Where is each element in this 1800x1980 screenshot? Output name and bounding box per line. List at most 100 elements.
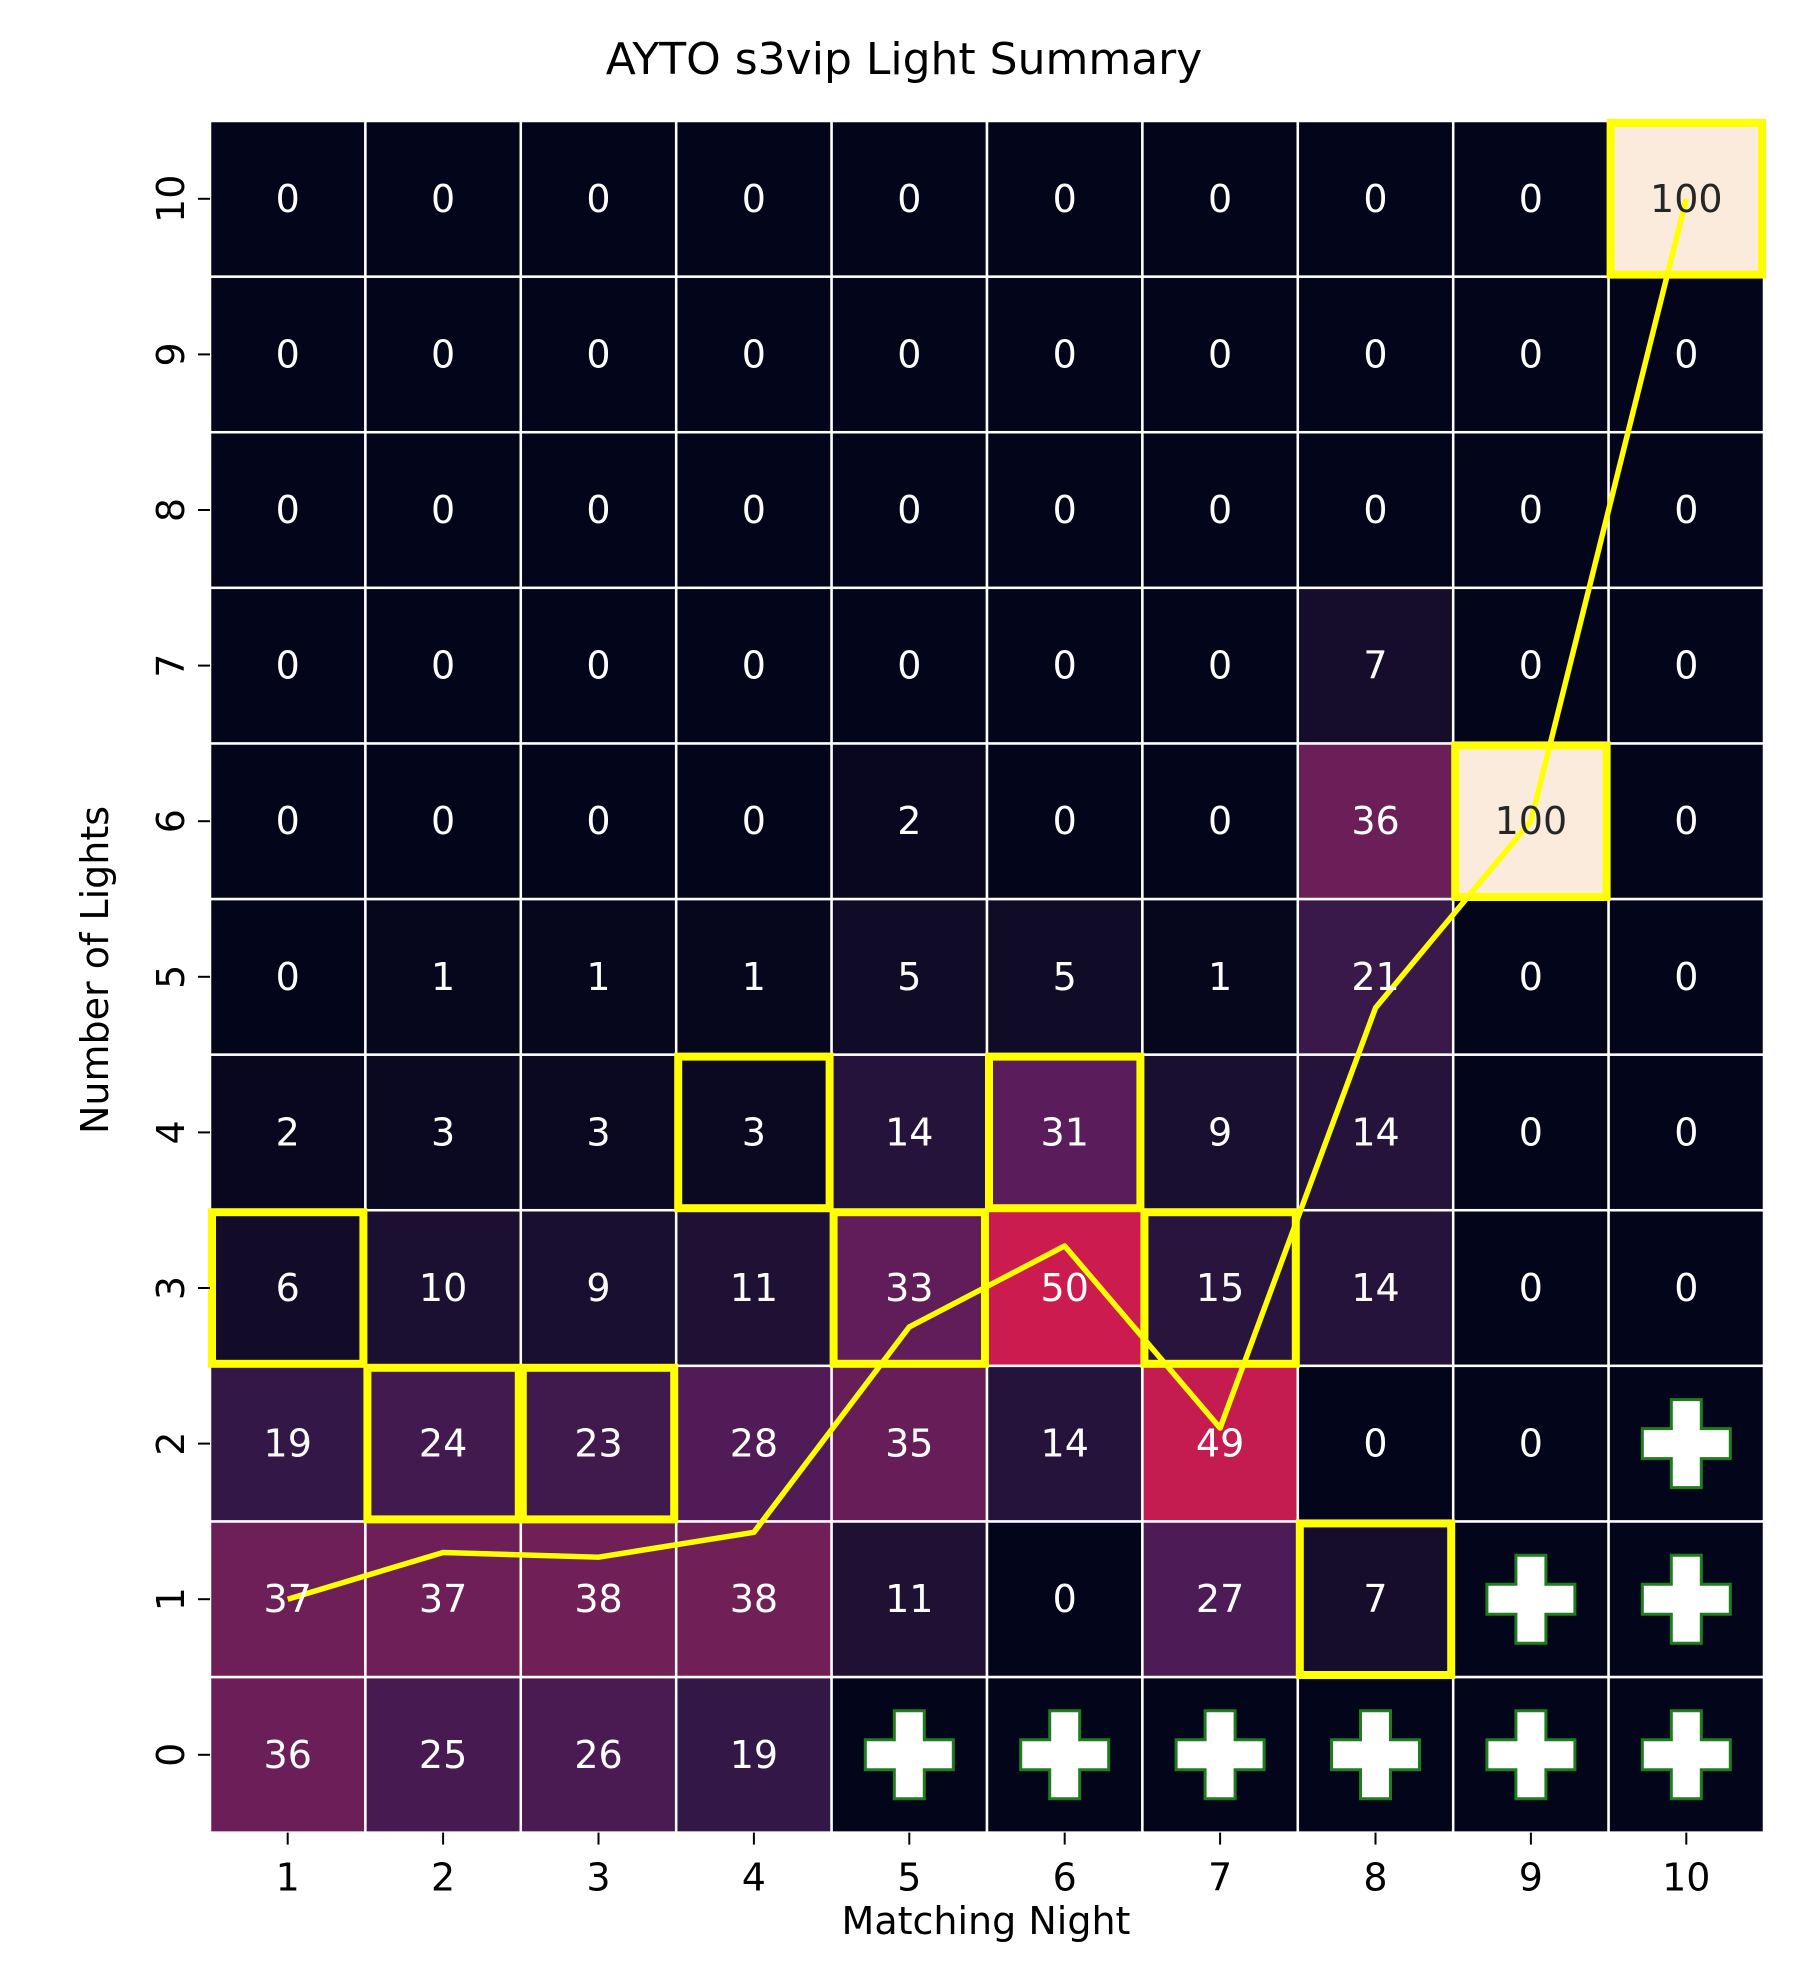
cell-value: 0 (1674, 644, 1698, 688)
cell-value: 0 (431, 488, 455, 532)
heatmap-cell (1451, 1053, 1610, 1212)
cell-value: 10 (419, 1266, 467, 1310)
plus-icon (1640, 1398, 1732, 1490)
cell-value: 14 (1041, 1422, 1089, 1466)
heatmap-cell (208, 1675, 367, 1834)
heatmap-cell (364, 430, 523, 590)
heatmap-cell (1296, 430, 1455, 590)
cell-value: 0 (276, 488, 300, 532)
cell-value: 0 (276, 332, 300, 376)
cell-value: 0 (1674, 799, 1698, 843)
heatmap-cell (830, 275, 989, 434)
cell-value: 5 (1053, 955, 1077, 999)
highlight-box (518, 1363, 679, 1524)
highlight-box (674, 1052, 834, 1213)
plus-icon (1485, 1709, 1577, 1801)
heatmap-cell (1607, 1520, 1766, 1679)
heatmap-cell (1451, 119, 1610, 278)
heatmap-cell (1296, 119, 1455, 278)
cell-value: 0 (276, 955, 300, 999)
heatmap-cell (1296, 1520, 1455, 1679)
cell-value: 7 (1363, 644, 1387, 688)
heatmap-cell (1296, 897, 1455, 1056)
heatmap-cell (1141, 1364, 1300, 1523)
cell-value: 0 (1208, 488, 1232, 532)
cell-value: 3 (742, 1110, 766, 1154)
cell-value: 38 (730, 1577, 778, 1621)
cell-value: 2 (276, 1110, 300, 1154)
cell-value: 0 (586, 799, 610, 843)
cell-value: 0 (1674, 1110, 1698, 1154)
cell-value: 0 (431, 644, 455, 688)
heatmap-cell (364, 1675, 523, 1834)
heatmap-cell (674, 1364, 833, 1523)
y-axis-ticks: 0 1 2 3 4 5 6 7 8 9 10 (149, 175, 210, 1767)
cell-value: 0 (1208, 177, 1232, 221)
cell-value: 0 (1053, 799, 1077, 843)
heatmap-cell (364, 119, 523, 278)
y-tick-label: 9 (149, 342, 193, 366)
heatmap-cell (364, 275, 523, 434)
cell-value: 9 (586, 1266, 610, 1310)
cell-value: 0 (1674, 332, 1698, 376)
heatmap-cell (985, 1364, 1144, 1523)
highlight-box (208, 1208, 368, 1368)
cell-value: 23 (574, 1422, 622, 1466)
x-tick-label: 3 (586, 1856, 610, 1900)
x-tick-label: 6 (1053, 1856, 1077, 1900)
y-tick-label: 1 (149, 1587, 193, 1611)
heatmap-cell (1451, 1364, 1610, 1523)
plus-icon (1330, 1709, 1421, 1801)
plus-icon (1019, 1709, 1111, 1801)
heatmap-cell (1451, 430, 1610, 590)
cell-value: 0 (897, 332, 921, 376)
heatmap-cell (674, 430, 833, 590)
heatmap-cell (1141, 430, 1300, 590)
x-axis-ticks: 1 2 3 4 5 6 7 8 9 10 (276, 1832, 1710, 1900)
y-tick-label: 0 (149, 1743, 193, 1767)
highlight-boxes (208, 119, 1766, 1680)
heatmap-cell (519, 742, 678, 901)
cell-value: 14 (1351, 1266, 1399, 1310)
y-tick-label: 7 (149, 654, 193, 678)
cell-value: 0 (1519, 644, 1543, 688)
cell-value: 0 (1674, 955, 1698, 999)
x-tick-label: 8 (1363, 1856, 1387, 1900)
cell-value: 0 (1519, 332, 1543, 376)
cell-value: 5 (897, 955, 921, 999)
heatmap-cell (830, 119, 989, 278)
cell-value: 14 (1351, 1110, 1399, 1154)
cell-value: 0 (897, 177, 921, 221)
cell-value: 0 (1208, 332, 1232, 376)
cell-value: 37 (264, 1577, 312, 1621)
heatmap-cell (519, 1364, 678, 1523)
cell-value: 1 (431, 955, 455, 999)
chart-title: AYTO s3vip Light Summary (606, 34, 1203, 85)
heatmap-cell (1141, 1520, 1300, 1679)
y-tick-label: 2 (149, 1432, 193, 1456)
cell-value: 27 (1196, 1577, 1244, 1621)
heatmap-cell (208, 1208, 367, 1368)
x-tick-label: 5 (897, 1856, 921, 1900)
cell-value: 0 (1519, 1266, 1543, 1310)
cell-value: 0 (276, 177, 300, 221)
cell-value: 0 (1053, 177, 1077, 221)
cell-value: 0 (1519, 955, 1543, 999)
heatmap-cell (1607, 1208, 1766, 1368)
cell-value: 0 (1674, 1266, 1698, 1310)
cell-value: 11 (730, 1266, 778, 1310)
cell-value: 0 (1363, 177, 1387, 221)
heatmap-cell (1607, 897, 1766, 1056)
heatmap-cell (985, 897, 1144, 1056)
plus-icon (863, 1709, 955, 1801)
cell-value: 0 (1053, 1577, 1077, 1621)
cell-value: 0 (1519, 1110, 1543, 1154)
cell-value: 1 (1208, 955, 1232, 999)
y-tick-label: 6 (149, 809, 193, 833)
y-tick-label: 3 (149, 1276, 193, 1300)
highlight-box (1140, 1208, 1300, 1368)
cell-value: 0 (1053, 332, 1077, 376)
heatmap-cell (985, 1208, 1144, 1368)
x-tick-label: 10 (1662, 1856, 1710, 1900)
